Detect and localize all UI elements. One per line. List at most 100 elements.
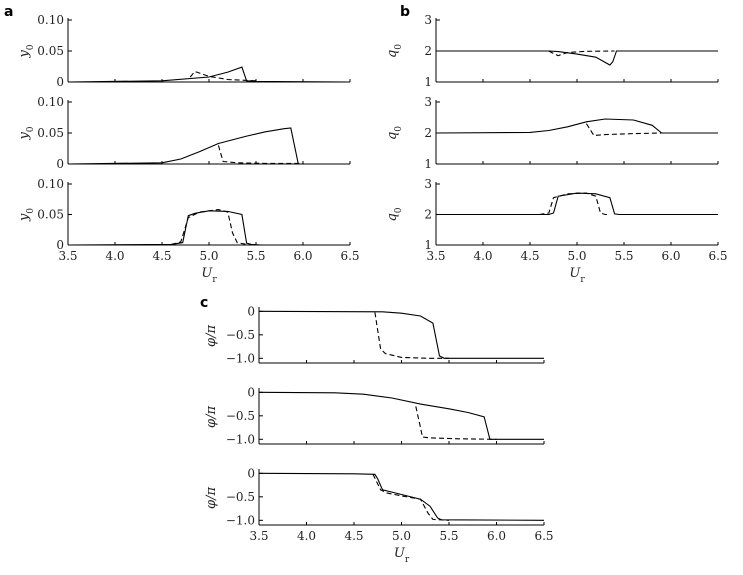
x-tick-label: 5.0 (567, 249, 586, 263)
series-line-dashed (539, 192, 610, 216)
y-tick-label: 2 (424, 126, 432, 140)
y-tick-label: −0.5 (226, 409, 255, 423)
y-axis-label-subscript: 0 (26, 126, 36, 132)
series-line-dashed (374, 312, 449, 359)
y-tick-label: 0.05 (37, 44, 64, 58)
y-tick-label: 0.05 (37, 126, 64, 140)
y-axis-label-subscript: 0 (394, 44, 404, 50)
x-tick-label: 4.0 (473, 249, 492, 263)
y-tick-label: 3 (424, 177, 432, 191)
y-tick-label: 2 (424, 44, 432, 58)
x-tick-label: 5.0 (392, 529, 411, 543)
y-tick-label: 1 (424, 157, 432, 171)
series-line-solid (67, 210, 350, 246)
subplot-b-1: 1 2 3 q0 (385, 13, 719, 89)
x-axis-label-subscript: r (212, 275, 217, 285)
subplot-b-3: 1 2 3 3.5 4.0 4.5 5.0 5.5 6.0 6.5 q0 Ur (385, 177, 728, 285)
y-axis-label: q0 (385, 44, 404, 58)
x-tick-label: 4.5 (520, 249, 539, 263)
x-tick-label: 5.5 (439, 529, 458, 543)
series-line-dashed (548, 50, 615, 57)
y-tick-label: 2 (424, 208, 432, 222)
x-tick-label: 6.0 (661, 249, 680, 263)
series-line-solid (436, 192, 718, 216)
y-axis-label: q0 (385, 126, 404, 140)
y-axis-label-subscript: 0 (394, 207, 404, 213)
y-axis-label-subscript: 0 (26, 44, 36, 50)
y-tick-label: 0.10 (37, 95, 64, 109)
series-line-solid (435, 118, 718, 134)
series-line-dashed (217, 145, 303, 164)
y-axis-label: y0 (17, 44, 36, 58)
subplot-c-1: 0 −0.5 −1.0 φ/π (204, 304, 545, 365)
y-tick-label: 0 (56, 238, 64, 252)
y-axis-label: φ/π (204, 406, 219, 428)
series-line-solid (258, 391, 544, 440)
y-axis-label: φ/π (204, 325, 219, 347)
y-tick-label: 0 (247, 304, 255, 318)
series-line-dashed (189, 70, 257, 82)
x-tick-label: 3.5 (58, 249, 77, 263)
x-tick-label: 4.5 (344, 529, 363, 543)
series-line-dashed (372, 474, 450, 521)
y-tick-label: −1.0 (226, 351, 255, 365)
y-tick-label: 3 (424, 95, 432, 109)
x-axis-label-subscript: r (580, 275, 585, 285)
series-line-solid (258, 472, 545, 521)
y-tick-label: 0.05 (37, 208, 64, 222)
x-axis-label: Ur (569, 266, 585, 285)
panel-letter-a: a (4, 4, 13, 20)
y-tick-label: −0.5 (226, 490, 255, 504)
y-axis-label: φ/π (204, 487, 219, 509)
x-axis-label: Ur (394, 546, 410, 565)
x-tick-label: 6.5 (340, 249, 359, 263)
y-axis-label: y0 (17, 208, 36, 222)
series-line-dashed (171, 209, 247, 245)
y-tick-label: 1 (424, 238, 432, 252)
x-tick-label: 6.5 (534, 529, 553, 543)
series-line-solid (67, 66, 351, 83)
x-tick-label: 5.5 (614, 249, 633, 263)
x-axis-label-subscript: r (405, 555, 410, 565)
y-tick-label: −1.0 (226, 432, 255, 446)
series-line-solid (67, 127, 350, 165)
subplot-c-3: 0 −0.5 −1.0 3.5 4.0 4.5 5.0 5.5 6.0 6.5 φ/π Ur (204, 466, 554, 565)
y-tick-label: 0.10 (37, 13, 64, 27)
y-tick-label: 1 (424, 75, 432, 89)
y-tick-label: 0 (56, 75, 64, 89)
y-tick-label: 0.10 (37, 177, 64, 191)
x-tick-label: 3.5 (249, 529, 268, 543)
panel-letter-b: b (400, 4, 410, 20)
y-axis-label-subscript: 0 (26, 208, 36, 214)
x-tick-label: 5.0 (199, 249, 218, 263)
x-tick-label: 4.0 (105, 249, 124, 263)
x-tick-label: 3.5 (426, 249, 445, 263)
panel-letter-c: c (200, 295, 208, 311)
y-axis-label: y0 (17, 126, 36, 140)
x-tick-label: 6.5 (708, 249, 727, 263)
series-line-solid (258, 310, 544, 359)
y-tick-label: 3 (424, 13, 432, 27)
x-tick-label: 6.0 (487, 529, 506, 543)
y-axis-label-subscript: 0 (394, 126, 404, 132)
y-axis-label: q0 (385, 207, 404, 221)
subplot-c-2: 0 −0.5 −1.0 φ/π (204, 385, 545, 446)
series-line-dashed (585, 123, 662, 137)
subplot-b-2: 1 2 3 q0 (385, 95, 719, 171)
x-tick-label: 4.5 (152, 249, 171, 263)
x-tick-label: 5.5 (246, 249, 265, 263)
series-line-dashed (415, 406, 497, 440)
y-tick-label: 0 (56, 157, 64, 171)
x-axis-label: Ur (201, 266, 217, 285)
y-tick-label: 0 (247, 466, 255, 480)
x-tick-label: 4.0 (297, 529, 316, 543)
x-tick-label: 6.0 (293, 249, 312, 263)
y-tick-label: −1.0 (226, 513, 255, 527)
series-line-solid (436, 50, 718, 66)
y-tick-label: 0 (247, 385, 255, 399)
y-tick-label: −0.5 (226, 328, 255, 342)
